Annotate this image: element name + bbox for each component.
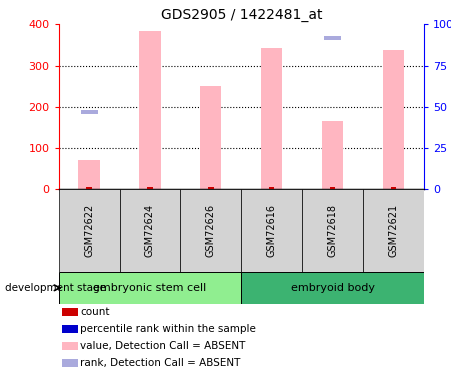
- Text: GSM72616: GSM72616: [267, 204, 277, 257]
- Bar: [241, 272, 424, 304]
- Bar: [200, 86, 221, 189]
- Text: development stage: development stage: [5, 283, 106, 293]
- Bar: [269, 188, 274, 189]
- Text: GSM72618: GSM72618: [327, 204, 338, 257]
- Title: GDS2905 / 1422481_at: GDS2905 / 1422481_at: [161, 8, 322, 22]
- Bar: [78, 160, 100, 189]
- Bar: [322, 122, 343, 189]
- Bar: [241, 189, 302, 272]
- Bar: [81, 110, 97, 114]
- Bar: [383, 50, 404, 189]
- Bar: [139, 31, 161, 189]
- Bar: [391, 188, 396, 189]
- Text: embryonic stem cell: embryonic stem cell: [93, 283, 207, 293]
- Bar: [330, 188, 335, 189]
- Text: rank, Detection Call = ABSENT: rank, Detection Call = ABSENT: [80, 358, 240, 368]
- Bar: [59, 272, 241, 304]
- Bar: [363, 189, 424, 272]
- Text: GSM72622: GSM72622: [84, 204, 94, 257]
- Bar: [62, 308, 78, 316]
- Bar: [261, 48, 282, 189]
- Bar: [62, 325, 78, 333]
- Bar: [324, 36, 341, 40]
- Text: embryoid body: embryoid body: [290, 283, 375, 293]
- Text: percentile rank within the sample: percentile rank within the sample: [80, 324, 256, 334]
- Bar: [62, 342, 78, 350]
- Text: GSM72624: GSM72624: [145, 204, 155, 257]
- Text: GSM72621: GSM72621: [388, 204, 399, 257]
- Bar: [302, 189, 363, 272]
- Text: GSM72626: GSM72626: [206, 204, 216, 257]
- Bar: [147, 188, 152, 189]
- Bar: [120, 189, 180, 272]
- Bar: [208, 188, 213, 189]
- Bar: [62, 359, 78, 367]
- Bar: [87, 188, 92, 189]
- Bar: [202, 1, 219, 5]
- Bar: [180, 189, 241, 272]
- Text: count: count: [80, 307, 110, 317]
- Text: value, Detection Call = ABSENT: value, Detection Call = ABSENT: [80, 341, 245, 351]
- Bar: [59, 189, 120, 272]
